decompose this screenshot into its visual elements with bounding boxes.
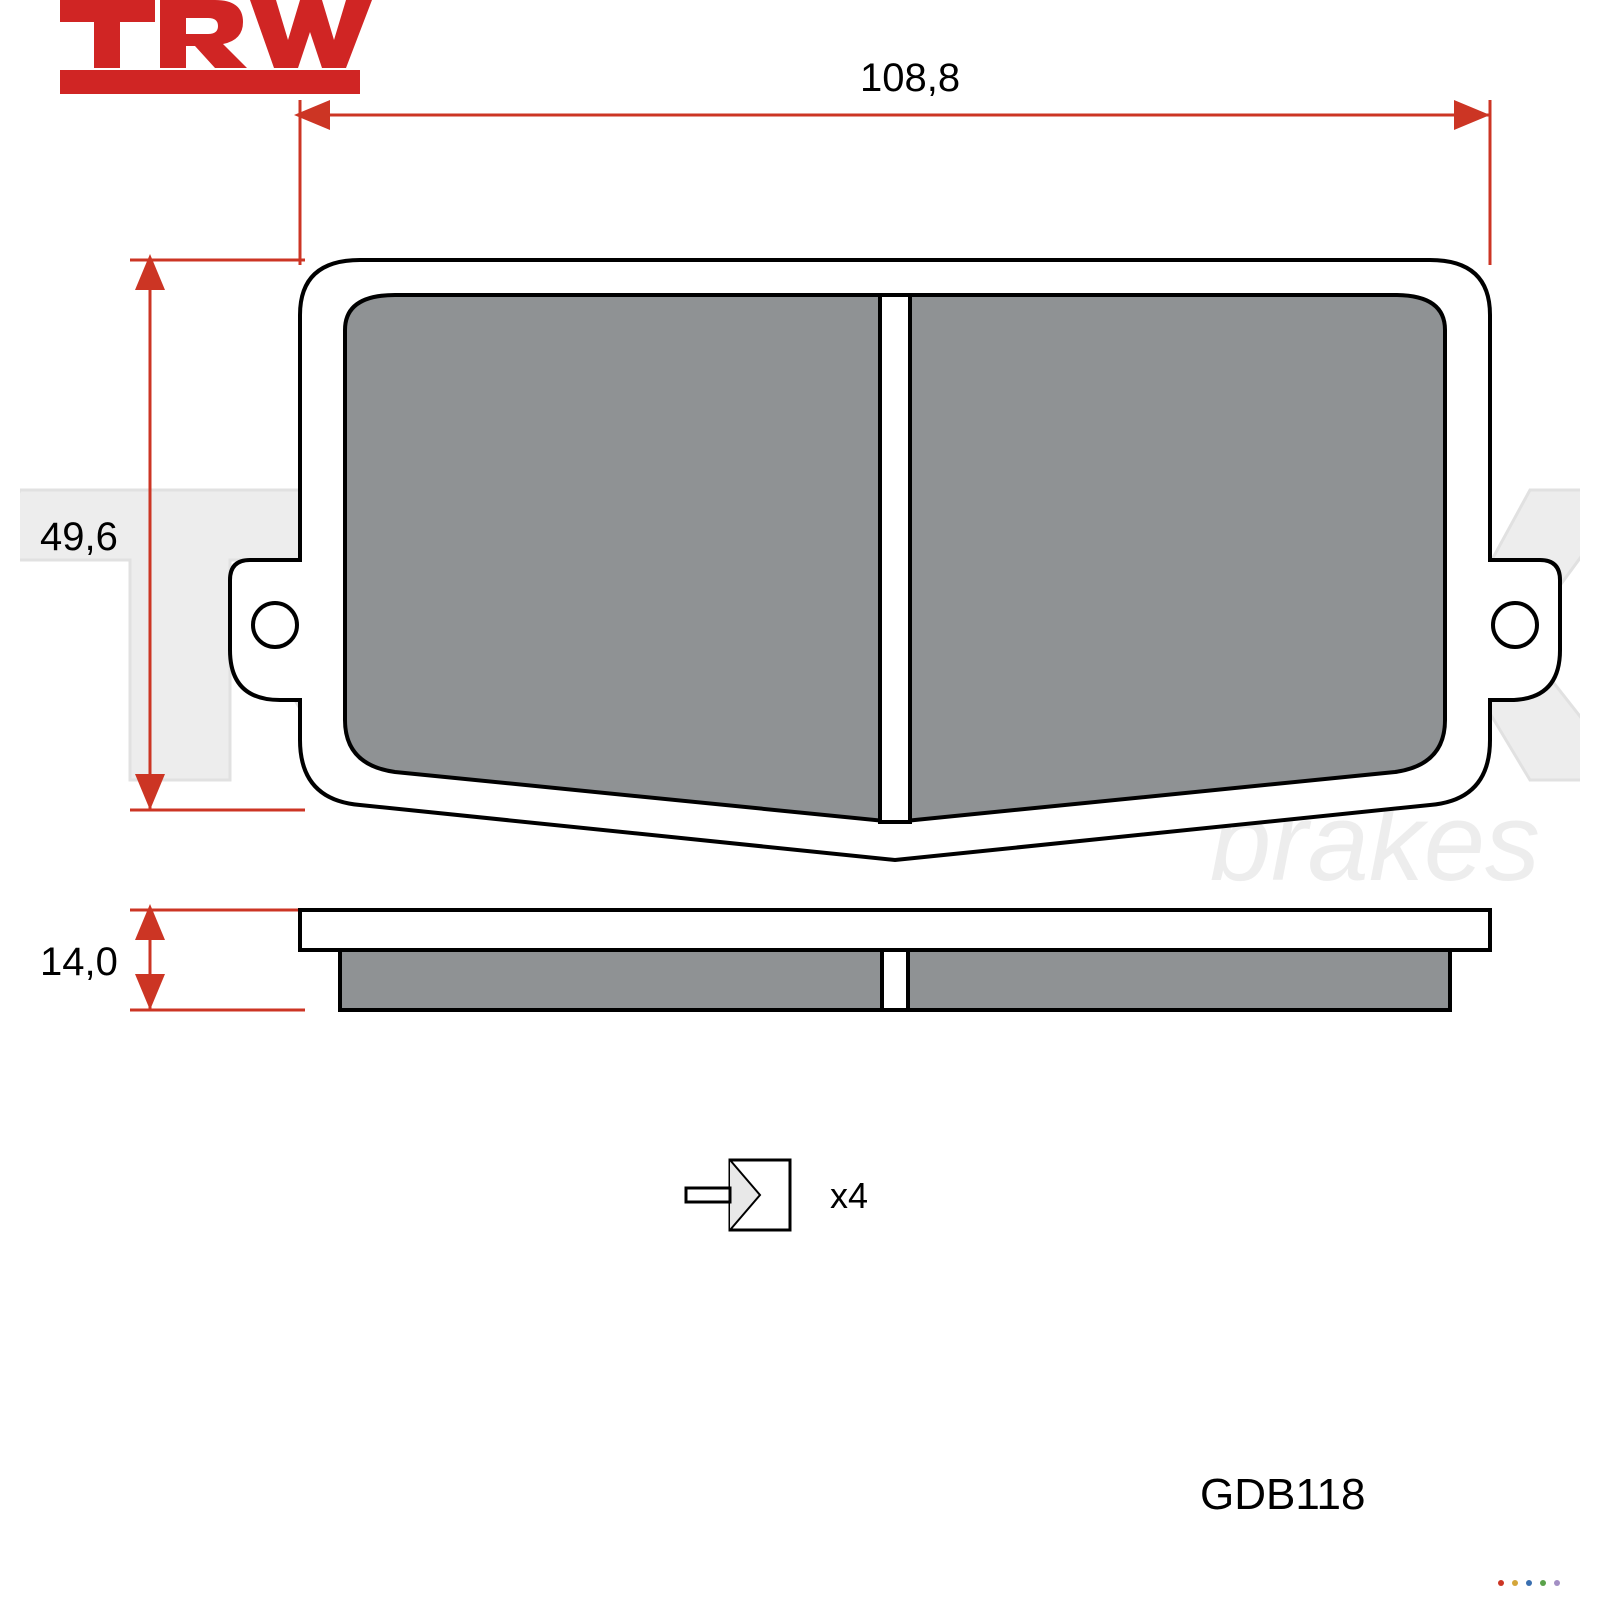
dim-thickness-label: 14,0 <box>40 940 118 985</box>
pad-side-view <box>300 910 1490 1010</box>
clip-pin <box>686 1188 730 1202</box>
part-number: GDB118 <box>1200 1470 1366 1520</box>
drawing-svg <box>0 0 1600 1600</box>
color-dots <box>1498 1580 1560 1586</box>
dim-thickness-ext <box>130 910 305 1010</box>
pad-top-view <box>230 260 1560 860</box>
dot-green <box>1540 1580 1546 1586</box>
accessory-qty: x4 <box>830 1175 868 1217</box>
dot-blue <box>1526 1580 1532 1586</box>
dim-height-ext <box>130 260 305 810</box>
mount-hole-left <box>253 603 297 647</box>
dim-height-label: 49,6 <box>40 515 118 560</box>
trw-logo <box>60 0 390 120</box>
accessory-clip <box>686 1160 790 1230</box>
technical-drawing: brakes <box>0 0 1600 1600</box>
side-backing <box>300 910 1490 950</box>
dot-yellow <box>1512 1580 1518 1586</box>
mount-hole-right <box>1493 603 1537 647</box>
dot-purple <box>1554 1580 1560 1586</box>
dim-width-ext <box>300 100 1490 265</box>
dot-red <box>1498 1580 1504 1586</box>
dim-width-label: 108,8 <box>860 56 960 101</box>
side-groove <box>882 950 908 1010</box>
pad-groove <box>880 295 910 822</box>
